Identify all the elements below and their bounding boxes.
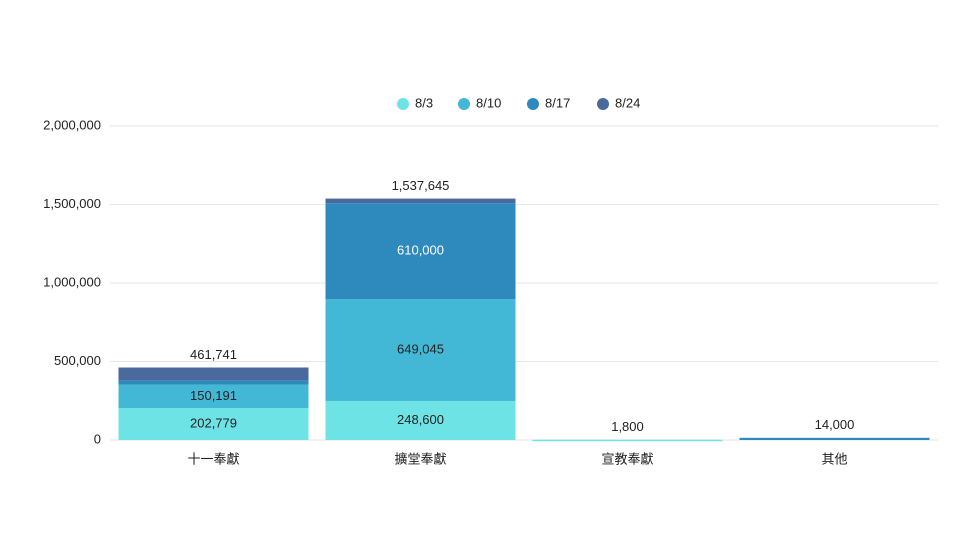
legend-label: 8/24 bbox=[615, 95, 640, 110]
total-label: 1,800 bbox=[611, 419, 644, 434]
total-label: 461,741 bbox=[190, 347, 237, 362]
y-tick-label: 2,000,000 bbox=[43, 117, 101, 132]
legend-marker bbox=[597, 98, 609, 110]
y-tick-label: 500,000 bbox=[54, 353, 101, 368]
x-tick-label: 宣教奉獻 bbox=[601, 451, 653, 466]
total-label: 1,537,645 bbox=[392, 178, 450, 193]
bar-segment bbox=[532, 439, 723, 442]
bar-segment bbox=[325, 299, 516, 401]
bar-segment bbox=[325, 198, 516, 204]
legend-marker bbox=[527, 98, 539, 110]
value-label: 202,779 bbox=[190, 416, 237, 431]
value-label: 248,600 bbox=[397, 412, 444, 427]
bar-segment bbox=[118, 380, 309, 385]
bar-segment bbox=[118, 408, 309, 440]
bar-segment bbox=[325, 203, 516, 300]
bar-segment bbox=[325, 400, 516, 440]
legend-label: 8/10 bbox=[476, 95, 501, 110]
x-tick-label: 十一奉獻 bbox=[187, 451, 239, 466]
value-label: 649,045 bbox=[397, 341, 444, 356]
value-label: 150,191 bbox=[190, 388, 237, 403]
bar-segment bbox=[118, 367, 309, 381]
legend-marker bbox=[458, 98, 470, 110]
value-label: 610,000 bbox=[397, 243, 444, 258]
y-tick-label: 0 bbox=[94, 431, 101, 446]
legend-label: 8/3 bbox=[415, 95, 433, 110]
x-tick-label: 其他 bbox=[821, 451, 847, 466]
legend-label: 8/17 bbox=[545, 95, 570, 110]
total-label: 14,000 bbox=[815, 417, 855, 432]
y-tick-label: 1,500,000 bbox=[43, 196, 101, 211]
legend-marker bbox=[397, 98, 409, 110]
bar-segment bbox=[739, 437, 930, 440]
bar-segment bbox=[118, 384, 309, 409]
x-tick-label: 擴堂奉獻 bbox=[394, 451, 446, 466]
y-tick-label: 1,000,000 bbox=[43, 274, 101, 289]
